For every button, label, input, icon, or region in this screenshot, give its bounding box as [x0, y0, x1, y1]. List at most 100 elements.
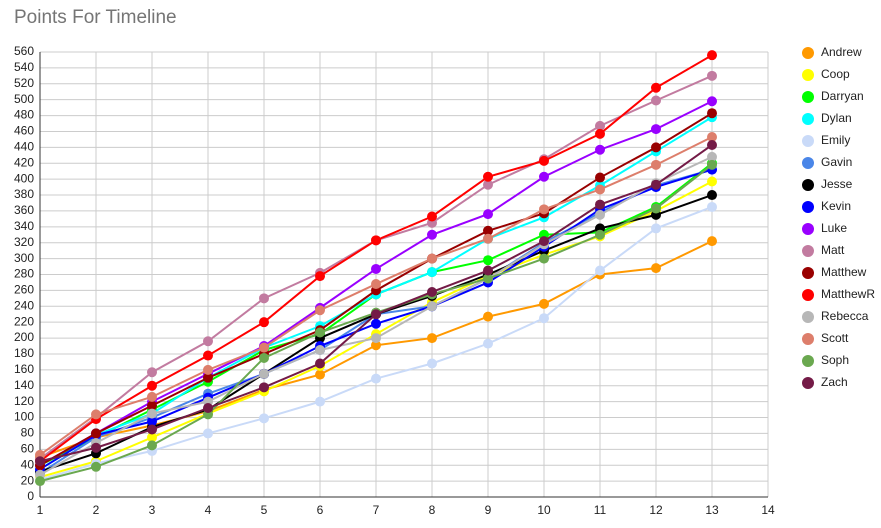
legend-marker [802, 355, 814, 367]
data-point [315, 358, 325, 369]
y-tick-label: 360 [14, 203, 34, 217]
data-point [539, 236, 549, 247]
data-point [371, 333, 381, 344]
legend-marker [802, 377, 814, 389]
data-point [651, 95, 661, 106]
data-point [371, 373, 381, 384]
x-tick-label: 5 [261, 503, 268, 517]
data-point [203, 428, 213, 439]
y-tick-label: 340 [14, 219, 34, 233]
legend-label: MatthewR [821, 287, 875, 301]
y-tick-label: 240 [14, 298, 34, 312]
data-point [427, 267, 437, 278]
data-point [259, 413, 269, 424]
data-point [651, 124, 661, 135]
data-point [147, 391, 157, 402]
data-point [651, 159, 661, 170]
data-point [147, 432, 157, 443]
legend-marker [802, 223, 814, 235]
y-tick-label: 160 [14, 362, 34, 376]
data-point [147, 424, 157, 435]
y-tick-label: 540 [14, 60, 34, 74]
data-point [315, 271, 325, 282]
data-point [91, 428, 101, 439]
data-point [371, 340, 381, 351]
legend-marker [802, 69, 814, 81]
data-point [427, 286, 437, 297]
data-point [483, 225, 493, 236]
data-point [651, 142, 661, 153]
data-point [147, 367, 157, 378]
data-point [147, 440, 157, 451]
data-point [259, 293, 269, 304]
data-point [203, 403, 213, 413]
x-tick-label: 1 [37, 503, 44, 517]
legend-label: Darryan [821, 89, 864, 103]
legend-label: Matt [821, 243, 845, 257]
data-point [315, 305, 325, 316]
legend-marker [802, 113, 814, 125]
data-point [315, 369, 325, 380]
y-tick-label: 400 [14, 171, 34, 185]
data-point [371, 318, 381, 329]
data-point [315, 344, 325, 355]
y-tick-label: 440 [14, 140, 34, 154]
data-point [483, 179, 493, 190]
legend-label: Soph [821, 353, 849, 367]
legend-marker [802, 311, 814, 323]
legend-marker [802, 333, 814, 345]
y-tick-label: 560 [14, 44, 34, 58]
legend-marker [802, 289, 814, 301]
y-tick-label: 460 [14, 124, 34, 138]
legend-marker [802, 47, 814, 59]
data-point [259, 317, 269, 328]
data-point [595, 209, 605, 220]
data-point [539, 313, 549, 324]
data-point [595, 229, 605, 240]
data-point [595, 128, 605, 139]
y-tick-label: 480 [14, 108, 34, 122]
legend-marker [802, 157, 814, 169]
x-tick-label: 10 [537, 503, 551, 517]
y-tick-label: 500 [14, 92, 34, 106]
data-point [707, 132, 717, 143]
data-point [707, 201, 717, 212]
y-tick-label: 300 [14, 251, 34, 265]
y-tick-label: 40 [21, 457, 35, 471]
data-point [35, 476, 45, 487]
y-tick-label: 200 [14, 330, 34, 344]
data-point [427, 301, 437, 312]
y-tick-label: 220 [14, 314, 34, 328]
legend-label: Dylan [821, 111, 852, 125]
data-point [651, 223, 661, 234]
data-point [147, 416, 157, 427]
data-point [707, 236, 717, 247]
data-point [651, 82, 661, 93]
x-tick-label: 6 [317, 503, 324, 517]
data-point [203, 364, 213, 375]
legend-marker [802, 201, 814, 213]
x-tick-label: 3 [149, 503, 156, 517]
y-tick-label: 0 [27, 489, 34, 503]
data-point [259, 368, 269, 379]
data-point [427, 211, 437, 222]
data-point [707, 70, 717, 81]
legend-label: Gavin [821, 155, 852, 169]
y-tick-label: 140 [14, 378, 34, 392]
legend-label: Kevin [821, 199, 851, 213]
y-tick-label: 80 [21, 426, 35, 440]
data-point [147, 380, 157, 391]
data-point [707, 108, 717, 119]
data-point [483, 255, 493, 266]
data-point [91, 461, 101, 472]
legend-label: Emily [821, 133, 850, 147]
data-point [147, 400, 157, 411]
data-point [427, 229, 437, 240]
data-point [203, 336, 213, 347]
legend-label: Luke [821, 221, 847, 235]
data-point [371, 263, 381, 274]
data-point [371, 235, 381, 246]
chart-title: Points For Timeline [14, 7, 177, 28]
y-tick-label: 520 [14, 76, 34, 90]
